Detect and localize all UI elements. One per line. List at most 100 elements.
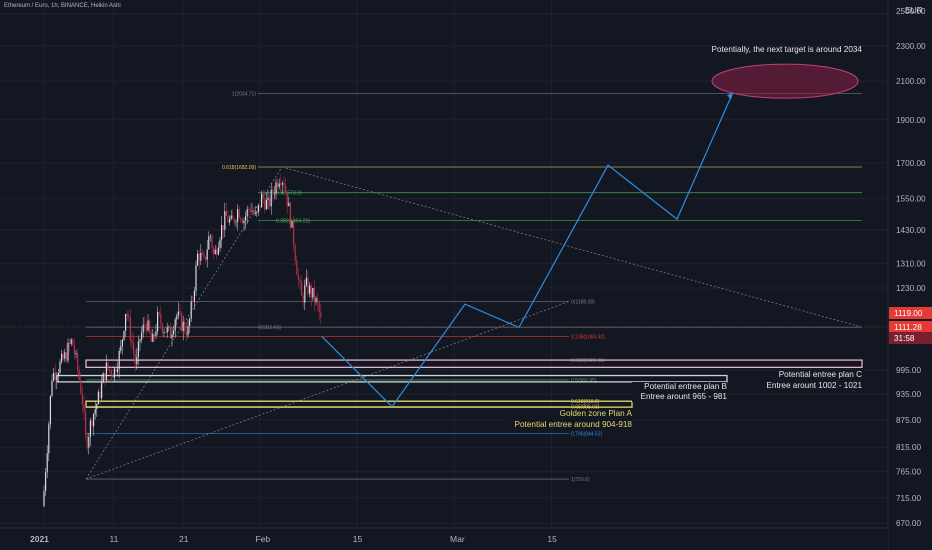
- candle-body: [94, 409, 96, 414]
- candle-body: [43, 491, 45, 507]
- candle-body: [185, 331, 187, 336]
- candle-body: [254, 212, 256, 214]
- price-tick-label: 815.00: [896, 443, 921, 452]
- candle-body: [80, 379, 82, 394]
- candle-body: [200, 253, 202, 261]
- candle-body: [246, 209, 248, 217]
- candle-body: [225, 211, 227, 216]
- time-axis-bg: [0, 528, 888, 550]
- candle-body: [113, 368, 115, 378]
- annotation-panel: [632, 382, 727, 402]
- currency-label[interactable]: EUR: [905, 5, 923, 15]
- candle-body: [128, 315, 130, 317]
- time-axis[interactable]: 2021 11 21 Feb 15 Mar 15: [0, 527, 888, 550]
- candle-body: [145, 325, 147, 331]
- candle-body: [283, 183, 285, 187]
- price-tick-label: 670.00: [896, 519, 921, 528]
- time-tick-label: Feb: [255, 534, 270, 544]
- candle-body: [281, 183, 283, 185]
- price-tick-label: 1230.00: [896, 284, 926, 293]
- candles: [43, 174, 322, 508]
- price-tick-label: 875.00: [896, 416, 921, 425]
- time-tick-label: 2021: [30, 534, 49, 544]
- candle-body: [293, 221, 295, 246]
- candle-body: [249, 209, 251, 212]
- candle-body: [69, 342, 71, 344]
- candle-body: [197, 253, 199, 266]
- candle-body: [272, 189, 274, 194]
- candle-body: [123, 330, 125, 340]
- candle-body: [112, 375, 114, 378]
- candle-body: [61, 353, 63, 362]
- candle-body: [256, 212, 258, 213]
- candle-body: [189, 318, 191, 327]
- candle-body: [235, 221, 237, 223]
- candle-body: [107, 362, 109, 370]
- candle-body: [201, 253, 203, 255]
- candle-body: [203, 254, 205, 257]
- candle-body: [73, 345, 75, 354]
- candle-body: [89, 420, 91, 437]
- candle-body: [190, 301, 192, 319]
- price-tick-label: 1700.00: [896, 159, 926, 168]
- candle-body: [309, 285, 311, 294]
- candle-body: [285, 186, 287, 193]
- candle-body: [278, 183, 280, 188]
- chart-title: Ethereum / Euro, 1h, BINANCE, Heikin Ash…: [4, 3, 121, 9]
- candle-body: [126, 314, 128, 316]
- price-tick-label: 1550.00: [896, 195, 926, 204]
- candle-body: [176, 315, 178, 320]
- candle-body: [277, 182, 279, 188]
- chart-annotation: Entree arount 965 - 981: [641, 392, 728, 401]
- price-tick-label: 2500.00: [896, 7, 926, 16]
- price-tick-label: 935.00: [896, 390, 921, 399]
- candle-body: [205, 256, 207, 260]
- candle-body: [149, 320, 151, 333]
- candle-body: [269, 198, 271, 207]
- candle-body: [70, 339, 72, 344]
- candle-body: [262, 193, 264, 199]
- candle-body: [253, 211, 255, 214]
- candle-body: [289, 202, 291, 228]
- candle-body: [49, 395, 51, 425]
- candle-body: [259, 205, 261, 208]
- candle-body: [139, 339, 141, 342]
- candle-body: [57, 372, 59, 377]
- candle-body: [299, 279, 301, 282]
- candle-body: [96, 404, 98, 410]
- candle-body: [315, 297, 317, 302]
- fib-connector: [85, 166, 283, 480]
- candle-body: [213, 248, 215, 255]
- candle-body: [83, 404, 85, 412]
- candle-body: [118, 350, 120, 369]
- candle-body: [157, 312, 159, 332]
- candle-body: [181, 313, 183, 331]
- fib-level-label: 0.236(1084.92): [571, 335, 605, 341]
- candle-body: [251, 211, 253, 212]
- price-marker: [889, 307, 932, 319]
- candle-body: [144, 324, 146, 326]
- price-marker-label: 1111.28: [894, 323, 922, 332]
- fib-level-label: 0.5(969.95): [571, 378, 597, 384]
- candle-body: [81, 393, 83, 405]
- candle-body: [93, 413, 95, 427]
- candle-body: [217, 247, 219, 255]
- candle-body: [182, 321, 184, 331]
- candle-body: [171, 334, 173, 339]
- candle-body: [105, 362, 107, 381]
- candle-body: [312, 287, 314, 298]
- candle-body: [48, 424, 50, 454]
- candle-body: [240, 218, 242, 220]
- candle-body: [317, 297, 319, 303]
- candle-body: [85, 411, 87, 436]
- candle-body: [238, 209, 240, 219]
- chart-annotation: Golden zone Plan A: [560, 409, 633, 418]
- time-tick-label: 15: [353, 534, 363, 544]
- candle-body: [165, 332, 167, 333]
- candle-body: [270, 189, 272, 207]
- target-ellipse: [711, 63, 859, 99]
- candle-body: [209, 235, 211, 237]
- candle-body: [64, 352, 66, 359]
